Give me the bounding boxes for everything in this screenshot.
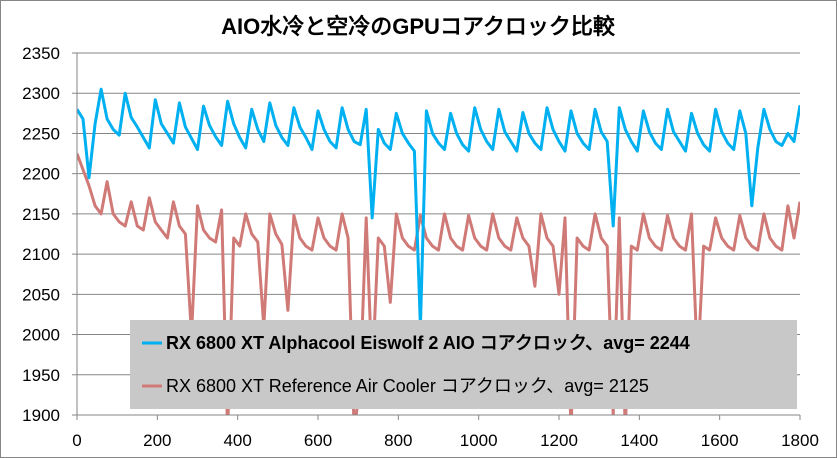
series-lines xyxy=(77,87,800,415)
legend-label-aio: RX 6800 XT Alphacool Eiswolf 2 AIO コアクロッ… xyxy=(166,333,690,353)
x-tick-label: 200 xyxy=(143,431,171,450)
x-tick-label: 1000 xyxy=(460,431,498,450)
y-tick-label: 2000 xyxy=(22,326,60,345)
legend-box xyxy=(130,320,797,409)
y-tick-label: 2300 xyxy=(22,84,60,103)
x-tick-label: 1400 xyxy=(620,431,658,450)
y-tick-label: 1950 xyxy=(22,366,60,385)
y-tick-label: 2100 xyxy=(22,245,60,264)
x-tick-label: 1600 xyxy=(701,431,739,450)
x-tick-label: 600 xyxy=(304,431,332,450)
y-axis-ticks: 1900 1950 2000 2050 2100 2150 2200 2250 2300 2350 xyxy=(22,44,77,425)
y-tick-label: 2050 xyxy=(22,285,60,304)
y-tick-label: 2250 xyxy=(22,124,60,143)
x-axis-ticks: 0 200 400 600 800 1000 1200 1400 1600 1800 xyxy=(72,415,819,450)
x-tick-label: 1200 xyxy=(540,431,578,450)
series-line-aio xyxy=(77,87,800,328)
x-tick-label: 0 xyxy=(72,431,81,450)
y-tick-label: 2200 xyxy=(22,165,60,184)
legend: RX 6800 XT Alphacool Eiswolf 2 AIO コアクロッ… xyxy=(130,320,797,409)
y-tick-label: 2350 xyxy=(22,44,60,63)
series-line-air xyxy=(77,153,800,415)
chart-title: AIO水冷と空冷のGPUコアクロック比較 xyxy=(221,14,616,39)
x-tick-label: 800 xyxy=(384,431,412,450)
legend-label-air: RX 6800 XT Reference Air Cooler コアクロック、a… xyxy=(166,376,649,396)
y-tick-label: 2150 xyxy=(22,205,60,224)
y-tick-label: 1900 xyxy=(22,406,60,425)
x-tick-label: 1800 xyxy=(781,431,819,450)
x-tick-label: 400 xyxy=(223,431,251,450)
